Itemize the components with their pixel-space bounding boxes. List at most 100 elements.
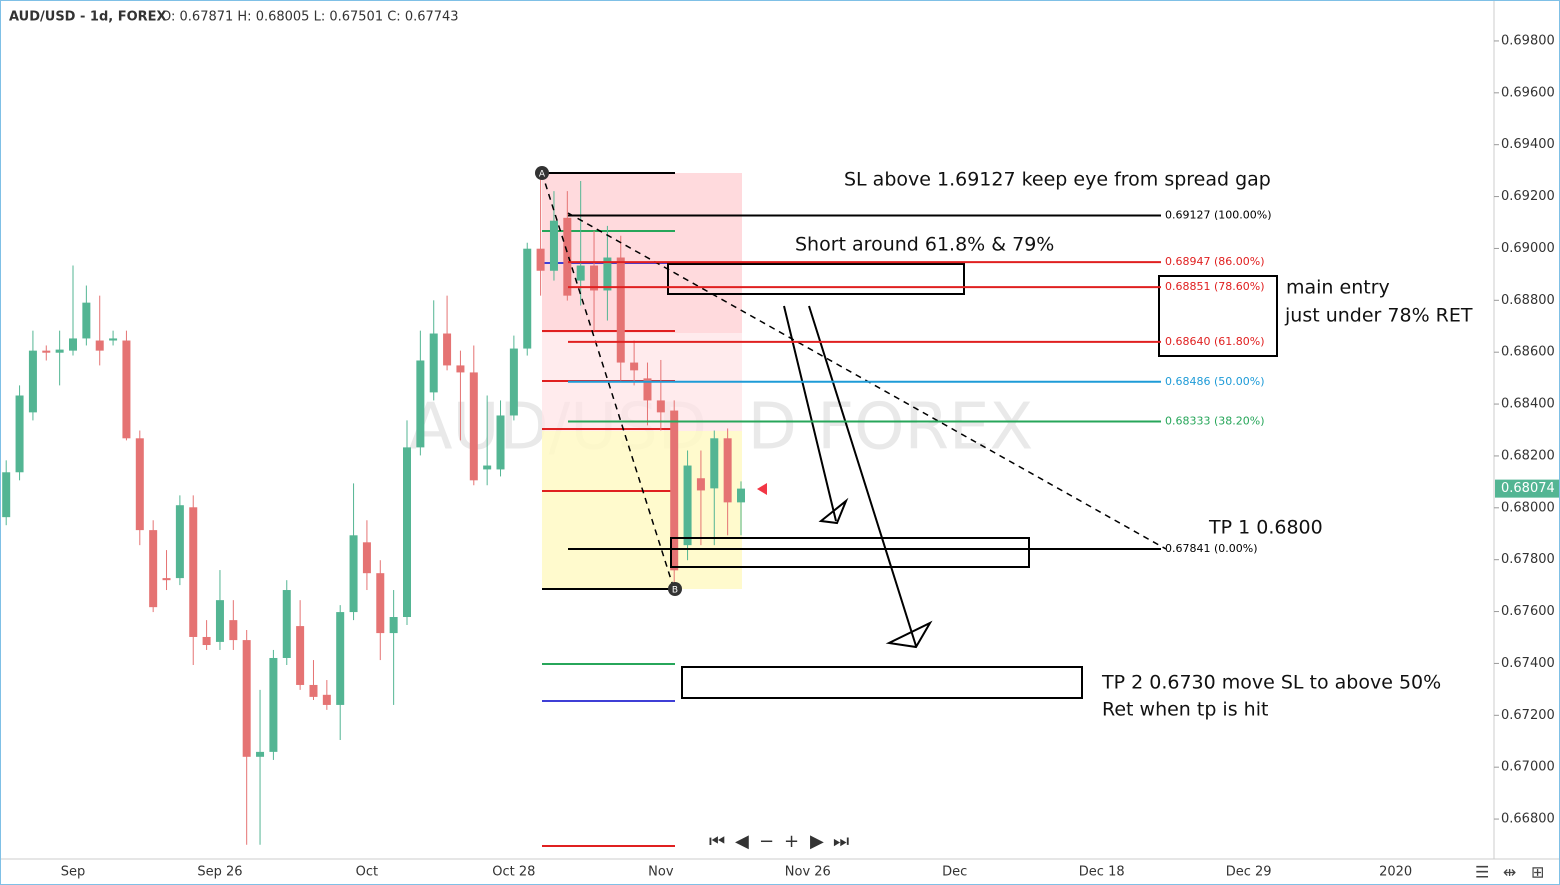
candle-body	[509, 348, 518, 416]
point-marker	[668, 582, 682, 596]
x-tick-label: Dec 29	[1226, 865, 1272, 880]
symbol-title: AUD/USD - 1d, FOREX	[9, 10, 167, 25]
x-tick-label: Sep	[61, 865, 86, 880]
fib-label: 0.67841 (0.00%)	[1165, 542, 1258, 555]
candle-body	[403, 447, 411, 618]
candle-body	[376, 573, 385, 634]
last-price-label: 0.68074	[1501, 481, 1555, 496]
candle-body	[389, 617, 398, 634]
ohlc-readout: O: 0.67871 H: 0.68005 L: 0.67501 C: 0.67…	[161, 10, 459, 25]
y-tick-label: 0.67400	[1501, 656, 1555, 671]
y-tick-label: 0.69400	[1501, 137, 1555, 152]
candle-body	[590, 265, 599, 291]
note: Short around 61.8% & 79%	[795, 234, 1054, 256]
candle-body	[42, 350, 51, 353]
last-price-box	[1495, 479, 1559, 498]
fib-label: 0.68947 (86.00%)	[1165, 255, 1265, 268]
button-end[interactable]: ⏭	[833, 831, 849, 852]
tp-box	[670, 537, 1030, 568]
x-tick-label: Oct	[356, 865, 378, 880]
candles	[2, 172, 745, 845]
candle-body	[536, 248, 545, 271]
candle-body	[82, 302, 91, 339]
candle-body	[215, 600, 224, 642]
settings-button[interactable]: ☰	[1475, 863, 1489, 882]
candle-body	[122, 340, 131, 439]
candle-body	[15, 395, 24, 473]
note: SL above 1.69127 keep eye from spread ga…	[844, 169, 1271, 191]
note: TP 2 0.6730 move SL to above 50%	[1101, 672, 1441, 694]
candle-body	[349, 535, 358, 613]
candle-body	[563, 217, 572, 296]
candle-body	[109, 338, 118, 341]
candle-body	[149, 530, 158, 608]
candle-body	[2, 472, 11, 518]
button-forward[interactable]: ▶	[810, 831, 824, 852]
candle-body	[175, 505, 184, 579]
y-tick-label: 0.68200	[1501, 448, 1555, 463]
candle-body	[256, 751, 265, 757]
candle-body	[362, 542, 371, 574]
axis-controls[interactable]: ☰ ⇹ ⊞	[1475, 863, 1544, 882]
fib-label: 0.69127 (100.00%)	[1165, 209, 1272, 222]
note: TP 1 0.6800	[1208, 517, 1323, 539]
candle-body	[549, 220, 558, 271]
fib-label: 0.68333 (38.20%)	[1165, 414, 1265, 427]
entry-box	[667, 263, 965, 295]
note: Ret when tp is hit	[1102, 699, 1268, 721]
x-tick-label: Sep 26	[197, 865, 242, 880]
candle-body	[296, 626, 305, 685]
fib-label: 0.68486 (50.00%)	[1165, 375, 1265, 388]
y-tick-label: 0.67600	[1501, 604, 1555, 619]
y-tick-label: 0.66800	[1501, 812, 1555, 827]
fib-label: 0.68851 (78.60%)	[1165, 280, 1265, 293]
candle-body	[723, 438, 732, 503]
button-zoom-in[interactable]: +	[784, 831, 799, 852]
y-tick-label: 0.69600	[1501, 85, 1555, 100]
arrow	[808, 305, 933, 649]
x-tick-label: Nov	[648, 865, 674, 880]
button-zoom-out[interactable]: −	[759, 831, 774, 852]
button-back[interactable]: ◀	[735, 831, 749, 852]
y-tick-label: 0.67000	[1501, 760, 1555, 775]
risk-zone	[542, 173, 742, 333]
x-tick-label: 2020	[1379, 865, 1412, 880]
candle-body	[309, 684, 318, 697]
candle-body	[429, 333, 438, 393]
y-tick-label: 0.67200	[1501, 708, 1555, 723]
layout-button[interactable]: ⊞	[1531, 863, 1544, 882]
note: just under 78% RET	[1284, 305, 1473, 327]
y-tick-label: 0.67800	[1501, 552, 1555, 567]
candle-body	[456, 365, 465, 373]
y-tick-label: 0.68400	[1501, 397, 1555, 412]
candle-body	[95, 340, 104, 351]
candle-body	[523, 248, 532, 349]
fib-label: 0.68640 (61.80%)	[1165, 335, 1265, 348]
point-label: B	[672, 586, 678, 596]
candle-body	[469, 372, 478, 481]
candle-body	[670, 410, 679, 571]
button-start[interactable]: ⏮	[709, 831, 725, 852]
candle-body	[69, 338, 77, 351]
candle-body	[269, 657, 278, 752]
candle-body	[443, 333, 452, 366]
replay-controls[interactable]: ⏮ ◀ − + ▶ ⏭	[709, 831, 849, 852]
candle-body	[710, 438, 719, 489]
candle-body	[483, 465, 492, 470]
candle-body	[135, 438, 144, 531]
candle-body	[630, 362, 639, 371]
note: main entry	[1286, 277, 1390, 299]
candle-body	[643, 378, 652, 401]
candle-body	[416, 360, 425, 448]
drawings: 0.69127 (100.00%) 0.68947 (86.00%) 0.68851…	[541, 172, 1278, 699]
candle-body	[696, 478, 705, 491]
point-marker	[535, 166, 549, 180]
candle-body	[496, 415, 505, 470]
price-marker	[757, 483, 767, 495]
candle-body	[242, 640, 251, 757]
candle-body	[336, 612, 345, 705]
candle-body	[282, 590, 291, 658]
scale-button[interactable]: ⇹	[1503, 863, 1516, 882]
